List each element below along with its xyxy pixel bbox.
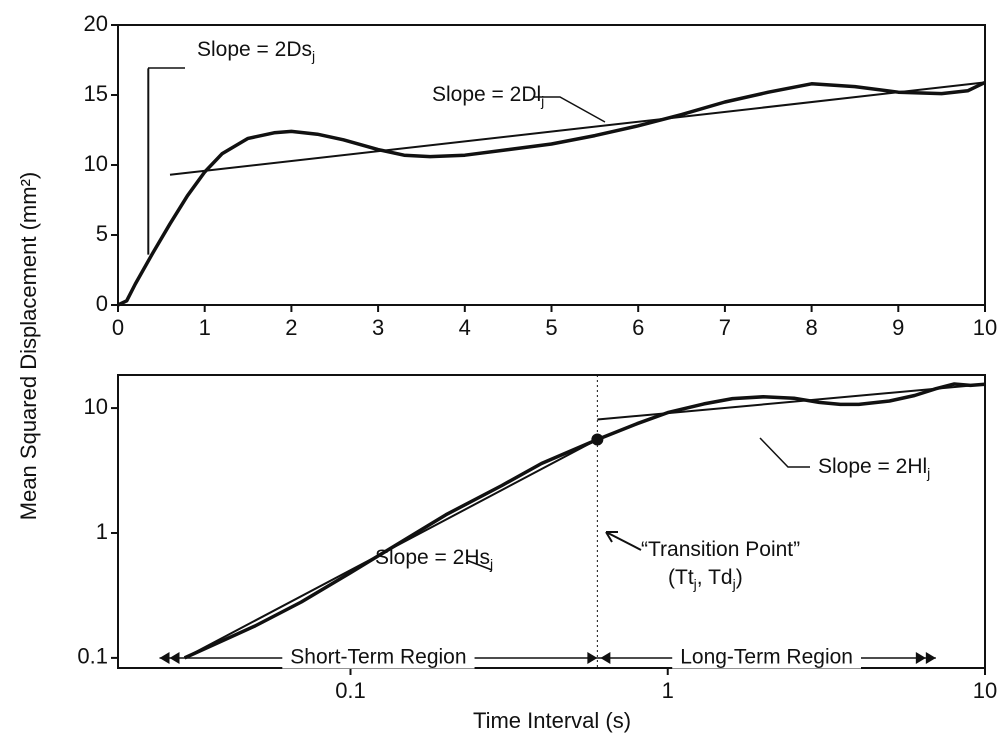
annotation-part: Slope = 2Hs [375,546,490,569]
x-tick-label: 9 [892,315,904,340]
annotation-part: j [926,465,930,481]
annotation: “Transition Point” [641,538,800,561]
x-tick-label: 0.1 [335,678,366,703]
annotation: Slope = 2Dsj [197,38,315,64]
arrow-head [159,652,170,664]
arrow-head [600,652,611,664]
y-tick-label: 15 [84,81,108,106]
x-tick-label: 7 [719,315,731,340]
region-label: Short-Term Region [290,646,466,669]
annotation: Slope = 2Hsj [375,546,493,572]
annotation-part: Slope = 2Ds [197,38,312,61]
x-tick-label: 6 [632,315,644,340]
arrow-head [587,652,598,664]
region-label-bg [282,645,475,669]
y-tick-label: 20 [84,11,108,36]
annotation-part: j [311,48,315,64]
data-line [117,80,986,307]
x-tick-label: 10 [973,678,997,703]
x-tick-label: 5 [545,315,557,340]
transition-arrow [605,531,642,551]
y-axis-label: Mean Squared Displacement (mm²) [16,172,41,520]
annotation-part: j [732,576,736,592]
annotation-leader [465,559,493,571]
annotation-part: (Tt [668,566,694,589]
arrow-head [925,652,936,664]
annotation-part: Slope = 2Dl [432,83,541,106]
annotation: (Ttj, Tdj) [668,566,743,592]
plot-frame [117,374,986,669]
annotation-part: ) [736,566,743,589]
data-line [184,438,598,659]
region-label-bg [672,645,861,669]
data-line [169,81,986,176]
y-tick-label: 0.1 [77,644,108,669]
annotation-part: “Transition Point” [641,538,800,561]
annotation-part: j [540,93,544,109]
data-line [597,383,986,421]
x-tick-label: 3 [372,315,384,340]
x-tick-label: 1 [662,678,674,703]
annotation: Slope = 2Dlj [432,83,544,109]
x-tick-label: 10 [973,315,997,340]
x-axis-label: Time Interval (s) [473,708,631,733]
annotation: Slope = 2Hlj [818,455,930,481]
x-tick-label: 1 [199,315,211,340]
transition-point [591,433,604,446]
x-tick-label: 2 [285,315,297,340]
annotation-part: j [693,576,697,592]
x-tick-label: 0 [112,315,124,340]
data-line [183,382,986,660]
x-tick-label: 4 [459,315,471,340]
y-tick-label: 5 [96,221,108,246]
x-tick-label: 8 [805,315,817,340]
arrow-head [169,652,180,664]
annotation-part: j [489,556,493,572]
region-label: Long-Term Region [680,646,853,669]
arrow-head [915,652,926,664]
y-tick-label: 1 [96,519,108,544]
annotation-leader [759,437,810,468]
annotation-leader [533,96,606,123]
y-tick-label: 0 [96,291,108,316]
y-tick-label: 10 [84,151,108,176]
annotation-part: , Td [697,566,733,589]
annotation-part: Slope = 2Hl [818,455,927,478]
y-tick-label: 10 [84,394,108,419]
